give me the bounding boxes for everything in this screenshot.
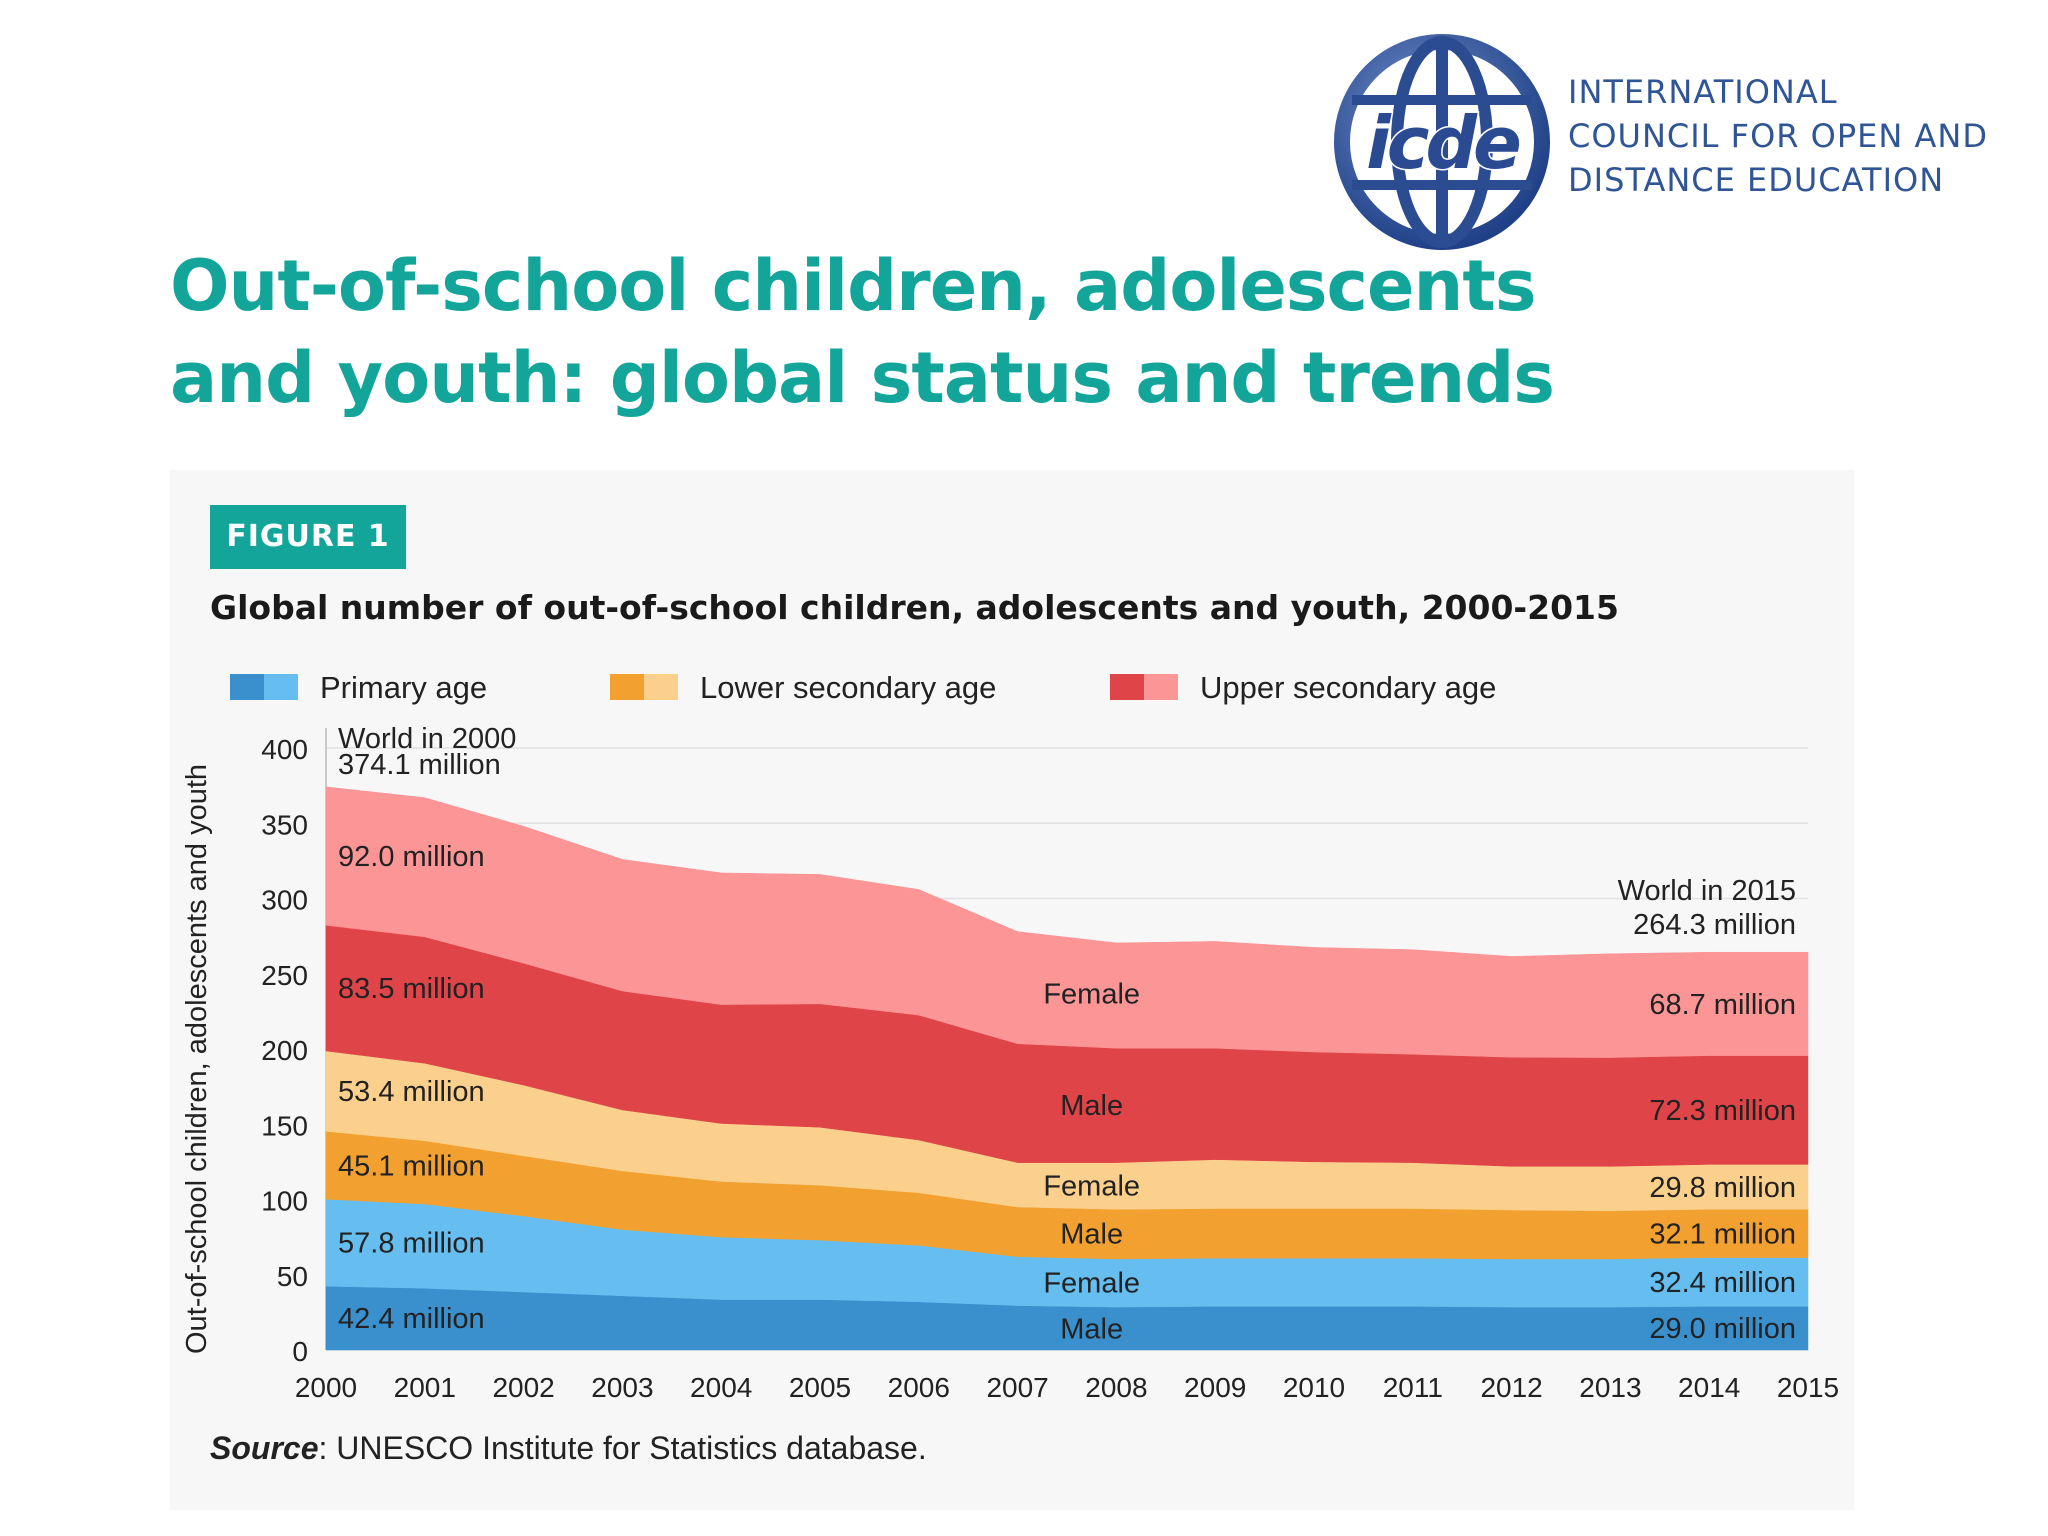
source-text: : UNESCO Institute for Statistics databa… [318,1430,927,1466]
x-tick-label: 2013 [1579,1372,1641,1403]
y-tick-label: 300 [261,885,308,916]
y-tick-label: 400 [261,734,308,765]
sex-label: Female [1043,1171,1140,1203]
logo-line: COUNCIL FOR OPEN AND [1568,117,1988,155]
page-title-line: Out-of-school children, adolescents [170,245,1536,327]
x-tick-label: 2010 [1283,1372,1345,1403]
area-upper-secondary-age-female [325,786,1809,1058]
x-tick-label: 2009 [1184,1372,1246,1403]
sex-label: Male [1060,1219,1123,1251]
x-tick-label: 2003 [591,1372,653,1403]
y-tick-label: 350 [261,809,308,840]
logo-line: INTERNATIONAL [1568,73,1838,111]
sex-label: Female [1043,1268,1140,1300]
x-tick-label: 2002 [492,1372,554,1403]
x-tick-label: 2001 [394,1372,456,1403]
x-tick-label: 2008 [1085,1372,1147,1403]
y-tick-label: 100 [261,1186,308,1217]
annotation-start-title: World in 2000 [338,723,516,755]
y-tick-label: 0 [292,1336,308,1367]
legend-swatch-light [264,674,298,700]
x-tick-label: 2006 [888,1372,950,1403]
source-note: Source: UNESCO Institute for Statistics … [210,1430,927,1467]
x-tick-label: 2011 [1383,1372,1443,1403]
start-value-label: 92.0 million [338,841,485,873]
sex-label: Male [1060,1313,1123,1345]
globe-logo-icon: icde [1334,34,1550,250]
figure-title: Global number of out-of-school children,… [210,588,1619,627]
annotation-end-total: 264.3 million [1633,909,1796,941]
end-value-label: 32.1 million [1649,1218,1796,1250]
start-value-label: 45.1 million [338,1150,485,1182]
page-title-line: and youth: global status and trends [170,337,1555,419]
end-value-label: 29.0 million [1649,1313,1796,1345]
start-value-label: 53.4 million [338,1076,485,1108]
legend-swatch-light [644,674,678,700]
y-tick-label: 200 [261,1035,308,1066]
sex-label: Male [1060,1090,1123,1122]
annotation-start-total: 374.1 million [338,749,501,781]
legend-swatch-dark [1110,674,1144,700]
y-tick-label: 50 [277,1261,308,1292]
y-tick-label: 250 [261,960,308,991]
x-tick-label: 2012 [1480,1372,1542,1403]
page-title: Out-of-school children, adolescents and … [170,240,1555,424]
y-tick-label: 150 [261,1110,308,1141]
x-tick-label: 2015 [1777,1372,1839,1403]
legend-label: Lower secondary age [700,670,996,705]
start-value-label: 83.5 million [338,973,485,1005]
x-tick-label: 2014 [1678,1372,1740,1403]
logo-text: INTERNATIONAL COUNCIL FOR OPEN AND DISTA… [1568,70,2008,202]
x-tick-label: 2005 [789,1372,851,1403]
sex-label: Female [1043,979,1140,1011]
logo-line: DISTANCE EDUCATION [1568,161,1945,199]
start-value-label: 42.4 million [338,1303,485,1335]
annotation-end-title: World in 2015 [1618,875,1796,907]
end-value-label: 32.4 million [1649,1267,1796,1299]
end-value-label: 72.3 million [1649,1095,1796,1127]
figure-panel: FIGURE 1 Global number of out-of-school … [170,470,1854,1510]
x-tick-label: 2000 [295,1372,357,1403]
legend-swatch-light [1144,674,1178,700]
x-tick-label: 2007 [986,1372,1048,1403]
x-tick-label: 2004 [690,1372,752,1403]
legend-label: Primary age [320,670,487,705]
y-axis-title: Out-of-school children, adolescents and … [181,764,213,1354]
legend-swatch-dark [230,674,264,700]
stacked-area-chart: Primary age Lower secondary age Upper seco… [181,670,1839,1403]
start-value-label: 57.8 million [338,1228,485,1260]
source-label: Source [210,1430,319,1466]
figure-badge: FIGURE 1 [210,505,406,569]
icde-logo: icde INTERNATIONAL COUNCIL FOR OPEN AND … [1330,30,2010,255]
legend-label: Upper secondary age [1200,670,1496,705]
end-value-label: 68.7 million [1649,989,1796,1021]
end-value-label: 29.8 million [1649,1172,1796,1204]
svg-text:icde: icde [1366,101,1520,185]
legend-swatch-dark [610,674,644,700]
